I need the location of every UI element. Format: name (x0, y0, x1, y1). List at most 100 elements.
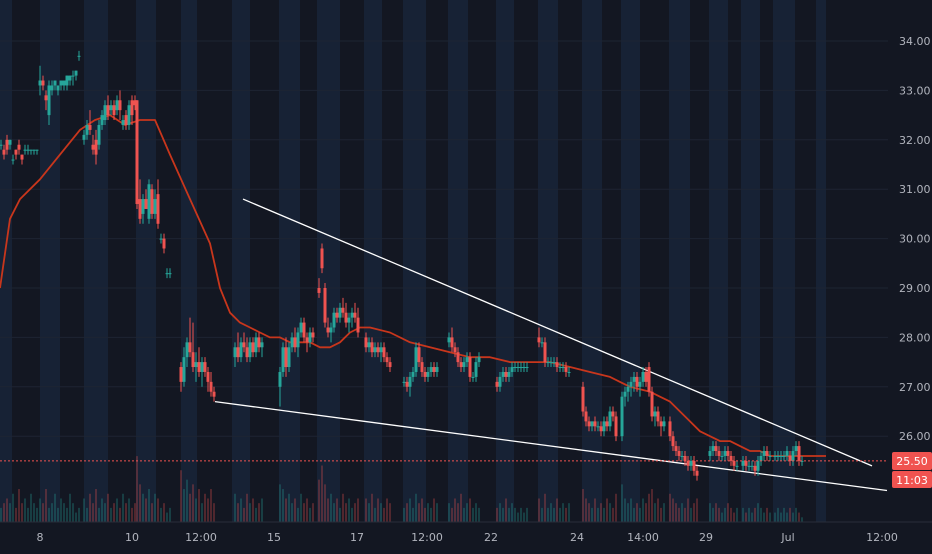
candle-body (747, 465, 751, 467)
candle-body (668, 421, 672, 437)
volume-bar (600, 503, 602, 522)
candle-body (744, 460, 748, 466)
candle-body (311, 332, 315, 338)
candle-body (62, 80, 66, 86)
candle-body (596, 426, 600, 428)
x-tick-label: 12:00 (185, 531, 217, 544)
volume-bar (594, 498, 596, 522)
time-axis-panel (0, 522, 932, 550)
candle-down (581, 381, 585, 417)
candle-down (432, 362, 436, 377)
candle-body (284, 347, 288, 368)
volume-bar (505, 498, 507, 522)
candle-body (729, 455, 733, 461)
candle-body (20, 154, 24, 160)
candle-body (674, 446, 678, 452)
volume-bar (669, 493, 671, 522)
volume-bar (786, 512, 788, 522)
candle-up (510, 362, 514, 377)
candle-body (753, 465, 757, 471)
candle-body (680, 455, 684, 457)
volume-bar (252, 498, 254, 522)
volume-bar (92, 503, 94, 522)
candle-down (203, 357, 207, 377)
candle-up (147, 179, 151, 224)
volume-bar (690, 507, 692, 522)
volume-bar (565, 507, 567, 522)
candle-body (779, 455, 783, 457)
candle-body (689, 460, 693, 466)
candle-body (723, 451, 727, 456)
volume-bar (648, 493, 650, 522)
candle-body (782, 455, 786, 457)
candle-up (308, 327, 312, 348)
candlestick-series (0, 50, 804, 481)
volume-bar (777, 507, 779, 522)
volume-bar (327, 498, 329, 522)
candle-body (558, 367, 562, 369)
candle-down (405, 376, 409, 392)
volume-bar (436, 503, 438, 522)
candle-body (278, 371, 282, 387)
candle-down (2, 144, 6, 160)
trendlines[interactable] (214, 198, 888, 492)
volume-bar (285, 498, 287, 522)
candle-up (182, 347, 186, 387)
candle-down (88, 110, 92, 135)
candle-up (525, 362, 529, 372)
volume-bar (148, 489, 150, 522)
volume-bar (86, 507, 88, 522)
candle-up (708, 446, 712, 461)
volume-bar (603, 507, 605, 522)
volume-bar (651, 489, 653, 522)
candle-down (251, 337, 255, 358)
candle-down (456, 347, 460, 368)
volume-bar (472, 507, 474, 522)
x-tick-label: Jul (780, 531, 794, 544)
candle-body (188, 342, 192, 353)
moving-average-line (0, 114, 826, 457)
time-axis[interactable]: 8 10 12:00 15 17 12:00 22 24 14:00 29 Jul 12:00 (0, 521, 932, 550)
candle-body (453, 347, 457, 353)
candle-down (293, 327, 297, 353)
session-band (496, 0, 514, 522)
candle-body (717, 451, 721, 456)
candle-body (332, 312, 336, 328)
candle-body (590, 421, 594, 427)
candle-body (382, 347, 386, 358)
volume-bar (107, 493, 109, 522)
volume-bar (633, 507, 635, 522)
candle-down (150, 184, 154, 219)
candle-body (194, 362, 198, 368)
candle-down (459, 357, 463, 372)
candle-up (426, 367, 430, 382)
volume-bar (213, 503, 215, 522)
candle-body (726, 451, 730, 456)
candle-up (723, 446, 727, 461)
candle-body (38, 80, 42, 86)
volume-bar (134, 503, 136, 522)
candle-up (74, 70, 78, 81)
volume-bar (457, 503, 459, 522)
candle-down (236, 332, 240, 363)
candle-down (385, 352, 389, 368)
volume-bar (249, 503, 251, 522)
volume-bar (312, 503, 314, 522)
candle-body (593, 421, 597, 427)
volume-bar (60, 498, 62, 522)
candle-down (138, 179, 142, 224)
price-axis[interactable]: 34.00 33.00 32.00 31.00 30.00 29.00 28.00 27.00… (888, 0, 932, 522)
candle-up (596, 421, 600, 432)
volume-histogram (0, 456, 803, 522)
candle-body (65, 75, 69, 86)
candle-up (626, 381, 630, 402)
candle-up (641, 367, 645, 387)
volume-bar (139, 484, 141, 522)
volume-bar (321, 465, 323, 522)
volume-bar (475, 503, 477, 522)
candle-up (47, 80, 51, 125)
volume-bar (122, 493, 124, 522)
volume-bar (748, 507, 750, 522)
